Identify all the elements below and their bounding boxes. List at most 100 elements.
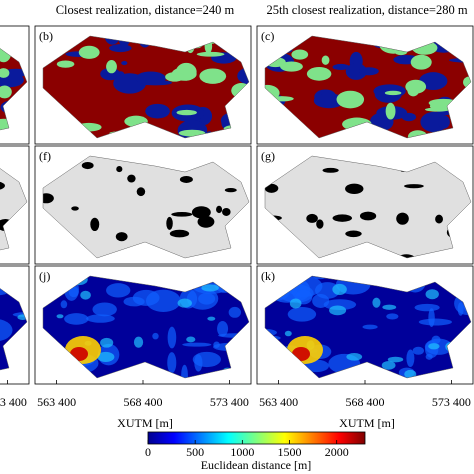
map-blob <box>106 283 131 298</box>
map-blob <box>177 298 192 308</box>
map-blob <box>100 337 114 348</box>
map-blob <box>145 103 170 119</box>
map-blob <box>384 90 402 96</box>
x-axis-label: XUTM [m] <box>117 416 173 430</box>
map-blob <box>316 219 324 229</box>
map-blob <box>64 313 89 325</box>
map-panel: (b) <box>34 25 252 145</box>
map-blob <box>0 85 12 99</box>
colorbar-tick-label: 1000 <box>230 445 254 459</box>
map-blob <box>133 336 144 348</box>
map-blob <box>56 314 64 319</box>
map-panel: (g) <box>256 145 474 265</box>
map-blob <box>359 211 377 221</box>
map-panel <box>0 145 30 265</box>
map-blob <box>280 61 303 72</box>
map-blob <box>428 308 435 328</box>
map-blob <box>196 51 225 57</box>
map-blob <box>306 66 332 81</box>
map-blob <box>0 318 13 342</box>
map-blob <box>127 174 136 183</box>
map-blob <box>405 79 427 94</box>
map-blob <box>431 335 441 344</box>
map-outline <box>264 275 472 379</box>
map-blob <box>291 49 309 60</box>
map-blob <box>167 352 177 374</box>
map-panel: (j) 563 400 568 400 573 400 <box>34 265 252 409</box>
map-blob <box>387 356 404 363</box>
map-blob <box>414 303 440 312</box>
map-blob <box>321 55 330 65</box>
map-blob <box>385 102 396 120</box>
map-blob <box>191 206 211 219</box>
map-blob <box>135 71 166 86</box>
map-blob <box>340 96 349 105</box>
map-blob <box>381 361 396 370</box>
map-blob <box>181 364 188 378</box>
map-blob <box>410 54 432 70</box>
map-blob <box>167 326 177 349</box>
map-blob <box>424 107 450 112</box>
map-blob <box>428 343 440 350</box>
panel-label: (k) <box>261 269 275 283</box>
map-outline <box>0 48 28 131</box>
map-blob <box>404 184 424 189</box>
panel-title: 25th closest realization, distance=280 m <box>266 3 467 17</box>
map-blob <box>152 332 159 340</box>
map-blob <box>92 302 117 317</box>
map-blob <box>56 60 75 68</box>
panel-label: (j) <box>39 269 50 283</box>
colorbar-tick-label: 500 <box>186 445 204 459</box>
colorbar-label: Euclidean distance [m] <box>201 458 312 472</box>
map-blob <box>169 229 190 238</box>
panel-title: Closest realization, distance=240 m <box>56 3 235 17</box>
map-blob <box>176 109 197 116</box>
map-blob <box>90 217 100 232</box>
map-panel <box>0 25 30 145</box>
map-outline <box>0 288 28 371</box>
map-blob <box>186 287 219 310</box>
map-blob <box>345 63 367 80</box>
map-blob <box>80 290 91 300</box>
map-panel: (f) <box>34 145 252 265</box>
map-blob <box>60 300 68 309</box>
map-blob <box>406 349 415 367</box>
map-blob <box>106 60 117 74</box>
map-blob <box>109 44 132 53</box>
map-blob <box>97 351 115 363</box>
map-blob <box>382 304 397 310</box>
map-blob <box>313 93 345 109</box>
map-blob <box>81 161 94 170</box>
map-blob <box>404 369 417 378</box>
map-blob <box>463 76 471 89</box>
map-blob <box>43 193 54 204</box>
map-blob <box>345 230 362 238</box>
map-blob <box>284 330 292 337</box>
map-blob <box>332 63 350 71</box>
map-blob <box>332 283 347 295</box>
map-blob <box>197 215 215 228</box>
map-blob <box>116 166 123 173</box>
colorbar-tick-label: 2000 <box>325 445 349 459</box>
colorbar-tick-label: 0 <box>145 445 151 459</box>
map-blob <box>287 306 317 322</box>
map-blob <box>171 212 193 217</box>
map-outline <box>264 35 472 139</box>
map-blob <box>199 68 227 84</box>
x-tick-label: 568 400 <box>124 395 163 409</box>
map-blob <box>345 183 364 194</box>
map-blob <box>322 167 339 173</box>
map-blob <box>115 232 128 242</box>
map-blob <box>213 341 220 348</box>
map-blob <box>145 289 181 313</box>
map-blob <box>71 206 79 211</box>
map-blob <box>418 318 453 326</box>
map-blob <box>237 67 249 85</box>
x-axis-label: XUTM [m] <box>339 416 395 430</box>
map-blob <box>419 72 448 91</box>
map-blob <box>179 175 193 183</box>
map-blob <box>201 284 219 292</box>
panel-label: (g) <box>261 149 275 163</box>
